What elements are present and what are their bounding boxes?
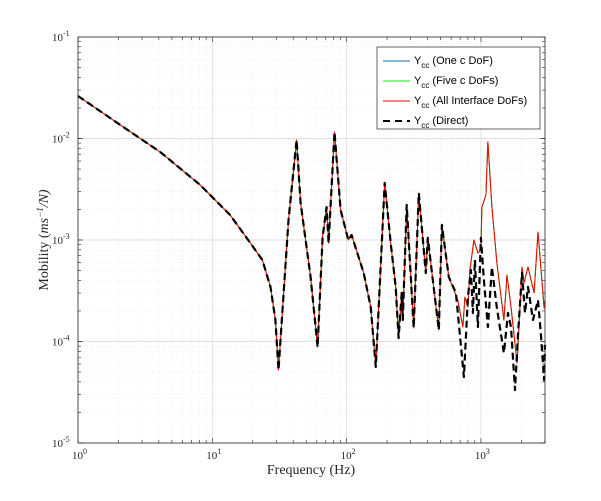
y-tick-label: 10-1 [52,29,70,44]
y-tick-label: 10-4 [52,334,70,349]
legend-entry-label: Ycc (One c DoF) [414,55,493,70]
y-axis-label: Mobility (ms−1/N) [35,189,52,291]
y-tick-label: 10-5 [52,435,70,450]
x-tick-label: 101 [206,447,221,462]
x-tick-label: 103 [475,447,490,462]
series-line-4 [77,95,547,392]
legend-entry-label: Ycc (All Interface DoFs) [414,95,527,110]
legend: Ycc (One c DoF) Ycc (Five c DoFs) Ycc (All… [376,46,541,130]
y-tick-label: 10-2 [52,131,70,146]
legend-entry-label: Ycc (Five c DoFs) [414,75,498,90]
x-tick-label: 102 [341,447,356,462]
legend-entry-label: Ycc (Direct) [414,115,468,130]
y-tick-label: 10-3 [52,232,70,247]
x-axis-label: Frequency (Hz) [267,463,356,478]
x-tick-label: 100 [72,447,87,462]
